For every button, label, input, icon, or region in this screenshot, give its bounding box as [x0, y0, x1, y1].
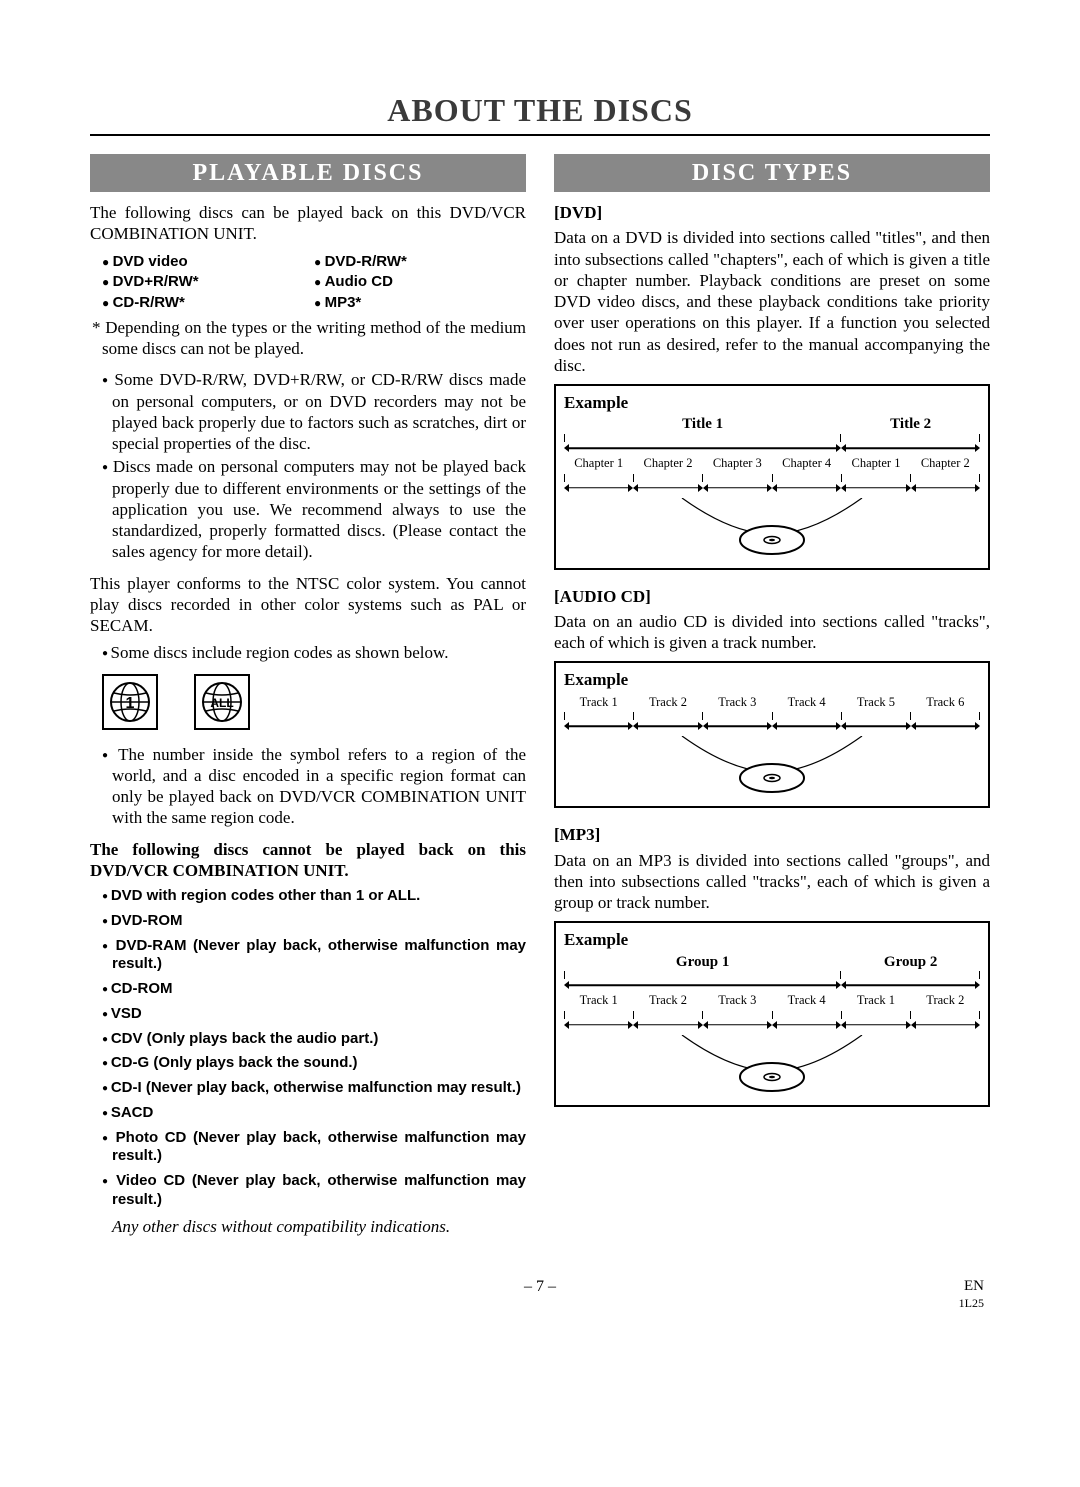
title-ticks [564, 434, 980, 442]
mp3-text: Data on an MP3 is divided into sections … [554, 850, 990, 914]
dvd-heading: [DVD] [554, 202, 990, 223]
segment: Track 3 [703, 693, 772, 713]
segment: Chapter 4 [772, 454, 841, 474]
segment: Chapter 2 [633, 454, 702, 474]
globe-icon-1: 1 [102, 674, 158, 730]
group-2: Group 2 [841, 953, 980, 972]
svg-text:ALL: ALL [210, 696, 233, 710]
ntsc-note: This player conforms to the NTSC color s… [90, 573, 526, 637]
group-ticks [564, 971, 980, 979]
disc-item: MP3* [314, 294, 526, 313]
cannot-item: SACD [102, 1104, 526, 1123]
footer-code: 1L25 [90, 1296, 990, 1311]
audio-example-box: Example Track 1 Track 2 Track 3 Track 4 … [554, 661, 990, 808]
segment: Chapter 1 [564, 454, 633, 474]
segment: Track 6 [911, 693, 980, 713]
cannot-play-list: DVD with region codes other than 1 or AL… [90, 887, 526, 1210]
group-arrows [564, 979, 980, 991]
example-label: Example [564, 392, 980, 413]
cannot-item: Photo CD (Never play back, otherwise mal… [102, 1129, 526, 1167]
globe-icon-all: ALL [194, 674, 250, 730]
chapter-arrows [564, 482, 980, 494]
cannot-play-heading: The following discs cannot be played bac… [90, 839, 526, 882]
segment: Track 1 [564, 693, 633, 713]
disc-item: DVD+R/RW* [102, 273, 314, 292]
cannot-item: CDV (Only plays back the audio part.) [102, 1030, 526, 1049]
bullet-item: Some discs include region codes as shown… [102, 642, 526, 663]
region-code-globes: 1 ALL [90, 674, 526, 730]
segment: Chapter 3 [703, 454, 772, 474]
section-disc-types: DISC TYPES [554, 154, 990, 192]
bullet-list-1: Some DVD-R/RW, DVD+R/RW, or CD-R/RW disc… [90, 369, 526, 562]
title-arrows [564, 442, 980, 454]
title-2: Title 2 [841, 415, 980, 434]
disc-item: Audio CD [314, 273, 526, 292]
disc-item: CD-R/RW* [102, 294, 314, 313]
segment: Chapter 2 [911, 454, 980, 474]
cannot-item: Video CD (Never play back, otherwise mal… [102, 1172, 526, 1210]
segment: Track 1 [564, 991, 633, 1011]
cannot-item: CD-I (Never play back, otherwise malfunc… [102, 1079, 526, 1098]
other-discs-note: Any other discs without compatibility in… [90, 1216, 526, 1237]
segment: Track 4 [772, 991, 841, 1011]
disc-item: DVD-R/RW* [314, 253, 526, 272]
segment: Track 1 [841, 991, 910, 1011]
disc-icon [672, 736, 872, 796]
bullet-list-2: Some discs include region codes as shown… [90, 642, 526, 663]
track-arrows [564, 720, 980, 732]
track-ticks [564, 712, 980, 720]
disc-icon [672, 498, 872, 558]
mp3-track-row: Track 1 Track 2 Track 3 Track 4 Track 1 … [564, 991, 980, 1011]
dvd-example-box: Example Title 1 Title 2 Chapter 1 Chapte… [554, 384, 990, 570]
left-column: PLAYABLE DISCS The following discs can b… [90, 154, 526, 1237]
segment: Chapter 1 [841, 454, 910, 474]
audio-heading: [AUDIO CD] [554, 586, 990, 607]
group-1: Group 1 [564, 953, 841, 972]
segment: Track 5 [841, 693, 910, 713]
intro-text: The following discs can be played back o… [90, 202, 526, 245]
bullet-item: Discs made on personal computers may not… [102, 456, 526, 562]
segment: Track 4 [772, 693, 841, 713]
section-playable-discs: PLAYABLE DISCS [90, 154, 526, 192]
chapter-row: Chapter 1 Chapter 2 Chapter 3 Chapter 4 … [564, 454, 980, 474]
mp3-track-ticks [564, 1011, 980, 1019]
segment: Track 2 [633, 693, 702, 713]
cannot-item: CD-ROM [102, 980, 526, 999]
cannot-item: CD-G (Only plays back the sound.) [102, 1054, 526, 1073]
asterisk-note: Depending on the types or the writing me… [90, 317, 526, 360]
cannot-item: DVD with region codes other than 1 or AL… [102, 887, 526, 906]
disc-icon [672, 1035, 872, 1095]
audio-text: Data on an audio CD is divided into sect… [554, 611, 990, 654]
example-label: Example [564, 929, 980, 950]
cannot-item: DVD-RAM (Never play back, otherwise malf… [102, 937, 526, 975]
title-1: Title 1 [564, 415, 841, 434]
track-row: Track 1 Track 2 Track 3 Track 4 Track 5 … [564, 693, 980, 713]
segment: Track 3 [703, 991, 772, 1011]
segment: Track 2 [911, 991, 980, 1011]
example-label: Example [564, 669, 980, 690]
mp3-track-arrows [564, 1019, 980, 1031]
cannot-item: VSD [102, 1005, 526, 1024]
cannot-item: DVD-ROM [102, 912, 526, 931]
bullet-item: Some DVD-R/RW, DVD+R/RW, or CD-R/RW disc… [102, 369, 526, 454]
svg-text:1: 1 [126, 695, 135, 712]
disc-item: DVD video [102, 253, 314, 272]
bullet-item: The number inside the symbol refers to a… [102, 744, 526, 829]
right-column: DISC TYPES [DVD] Data on a DVD is divide… [554, 154, 990, 1237]
segment: Track 2 [633, 991, 702, 1011]
page-title: ABOUT THE DISCS [90, 90, 990, 136]
playable-disc-grid: DVD video DVD-R/RW* DVD+R/RW* Audio CD C… [90, 253, 526, 313]
mp3-example-box: Example Group 1 Group 2 Track 1 Track 2 … [554, 921, 990, 1107]
mp3-heading: [MP3] [554, 824, 990, 845]
bullet-list-3: The number inside the symbol refers to a… [90, 744, 526, 829]
chapter-ticks [564, 474, 980, 482]
dvd-text: Data on a DVD is divided into sections c… [554, 227, 990, 376]
